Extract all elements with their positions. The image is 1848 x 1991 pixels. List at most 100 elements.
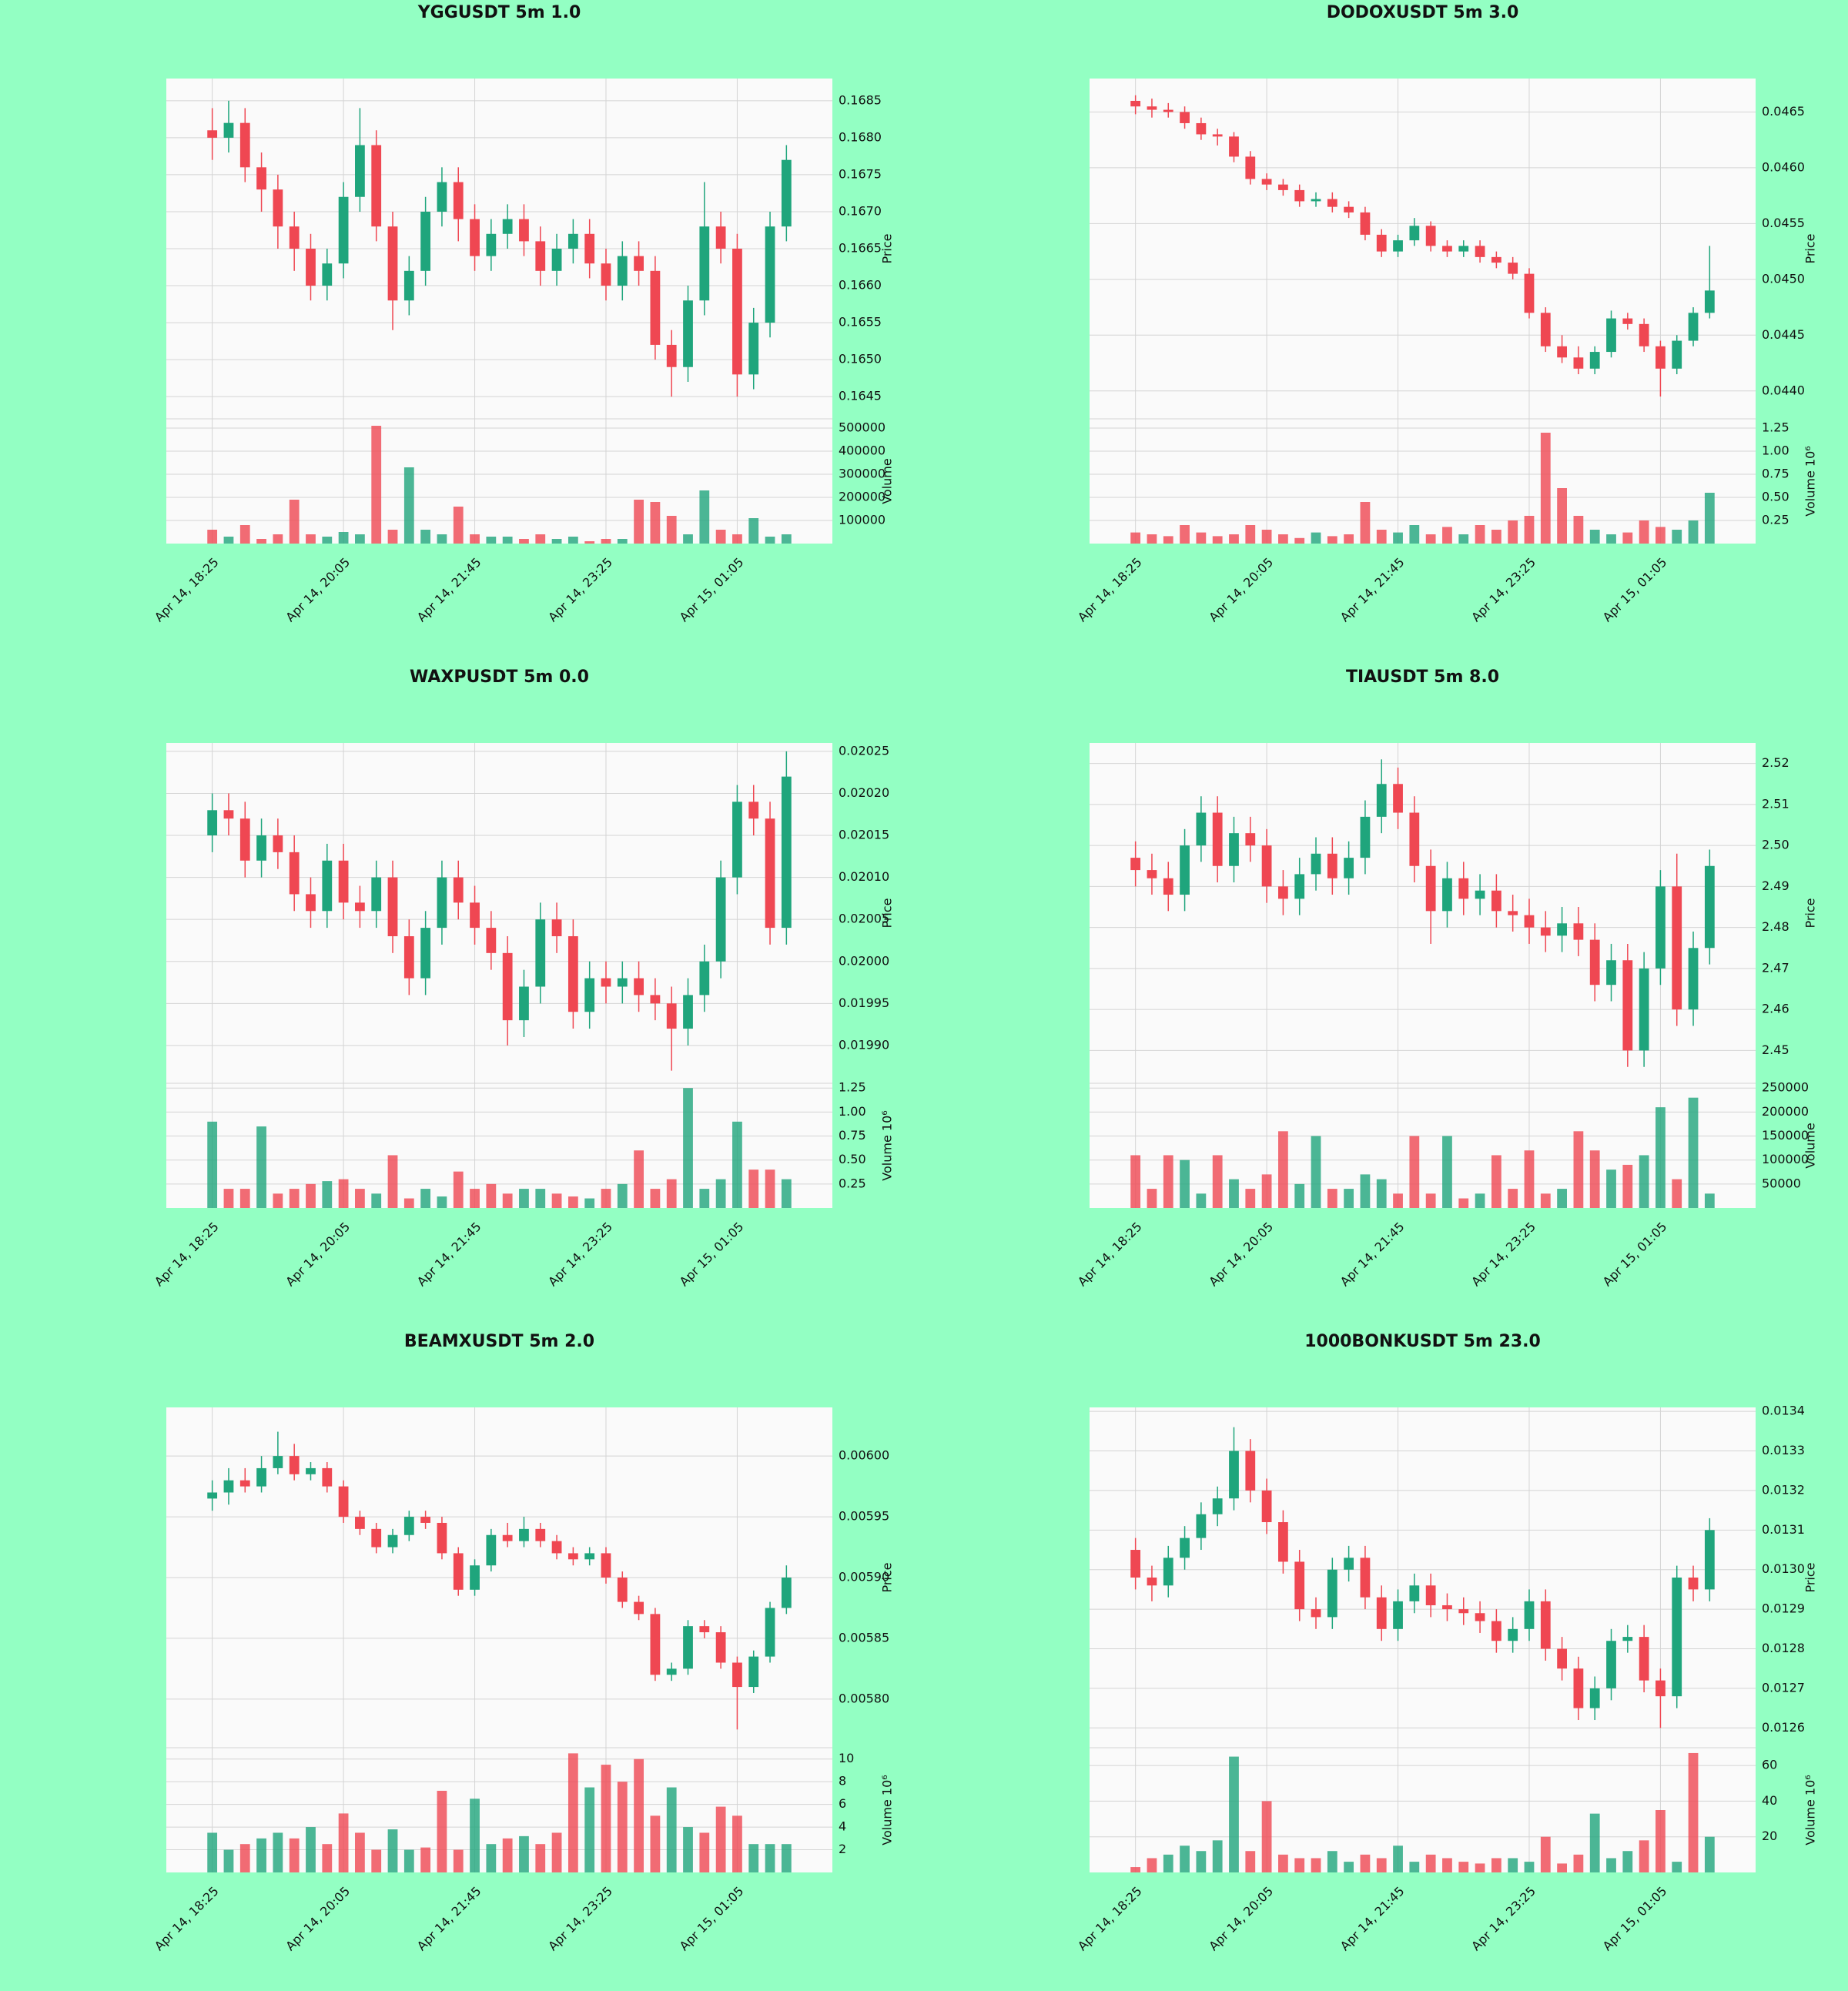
volume-bar (634, 1150, 644, 1208)
candle-body (1409, 1585, 1420, 1601)
candle-body (1589, 1688, 1600, 1708)
volume-bar (1393, 1193, 1403, 1208)
candle-body (765, 1608, 775, 1657)
y-axis-label: Price (1803, 1562, 1818, 1592)
candle-body (1212, 134, 1223, 137)
candle-body (1458, 246, 1469, 252)
candle-body (453, 182, 464, 219)
candle-body (338, 1486, 349, 1518)
plot-area (1090, 1407, 1756, 1872)
volume-bar (1212, 1840, 1223, 1872)
candle-body (1573, 357, 1584, 369)
volume-tick-label: 500000 (839, 420, 886, 435)
volume-bar (486, 1183, 497, 1208)
candle-body (1573, 923, 1584, 940)
candle-body (289, 852, 300, 895)
candle-body (1294, 1561, 1305, 1610)
volume-bar (732, 1121, 742, 1208)
y-tick-label: 0.1665 (839, 241, 882, 256)
volume-bar (1261, 1801, 1272, 1872)
volume-bar (289, 500, 300, 544)
volume-bar (1229, 1756, 1239, 1872)
volume-bar (1147, 534, 1157, 544)
volume-bar (223, 537, 234, 544)
volume-bar (1508, 1858, 1518, 1872)
volume-bar (453, 1171, 464, 1208)
volume-bar (683, 534, 693, 544)
candle-body (1622, 1637, 1633, 1641)
y-tick-label: 0.01990 (839, 1037, 889, 1052)
y-tick-label: 2.47 (1762, 960, 1789, 975)
volume-bar (1393, 1845, 1403, 1872)
candle-body (1656, 886, 1666, 969)
volume-bar (666, 1179, 677, 1208)
candle-body (1508, 911, 1518, 915)
volume-bar (239, 525, 250, 544)
volume-bar (420, 530, 431, 544)
volume-bar (289, 1189, 300, 1208)
volume-bar (683, 1088, 693, 1208)
volume-bar (355, 1189, 365, 1208)
candle-body (519, 986, 529, 1021)
candle-body (551, 1541, 562, 1554)
volume-bar (273, 1832, 283, 1872)
volume-bar (617, 1782, 628, 1872)
volume-tick-label: 20 (1762, 1829, 1777, 1843)
volume-bar (223, 1849, 234, 1872)
volume-bar (1278, 1131, 1288, 1208)
volume-bar (1409, 1136, 1420, 1208)
candle-body (502, 1534, 513, 1541)
volume-bar (1278, 1854, 1288, 1872)
candle-body (1196, 122, 1207, 135)
y-tick-label: 2.52 (1762, 755, 1789, 770)
volume-tick-label: 0.50 (839, 1152, 866, 1166)
volume-bar (403, 1198, 414, 1208)
candle-body (535, 919, 546, 987)
volume-bar (699, 490, 710, 544)
candle-body (1376, 1597, 1387, 1629)
candle-body (650, 1614, 661, 1675)
volume-tick-label: 1.00 (839, 1104, 866, 1119)
candle-body (239, 1480, 250, 1487)
candle-body (519, 1528, 529, 1541)
volume-bar (666, 1787, 677, 1872)
volume-bar (273, 534, 283, 544)
candle-body (1163, 109, 1173, 112)
candle-body (1360, 212, 1371, 235)
y-tick-label: 0.0134 (1762, 1404, 1805, 1418)
y-tick-label: 0.0465 (1762, 104, 1805, 119)
volume-bar (650, 1189, 661, 1208)
volume-bar (617, 1183, 628, 1208)
y-tick-label: 2.50 (1762, 838, 1789, 852)
volume-bar (584, 1787, 595, 1872)
candle-body (584, 1553, 595, 1560)
chart-title: BEAMXUSDT 5m 2.0 (404, 1332, 594, 1351)
candle-body (1261, 179, 1272, 185)
plot-area (1090, 79, 1756, 544)
volume-bar (519, 1835, 529, 1872)
volume-bar (1508, 520, 1518, 544)
volume-tick-label: 8 (839, 1774, 846, 1789)
candle-body (486, 928, 497, 953)
volume-bar (1639, 1840, 1649, 1872)
candle-body (470, 219, 480, 256)
candle-body (1442, 878, 1452, 912)
candle-body (683, 995, 693, 1029)
candle-body (437, 877, 447, 929)
volume-bar (1622, 1164, 1633, 1208)
chart-title: TIAUSDT 5m 8.0 (1346, 668, 1499, 687)
volume-bar (535, 534, 546, 544)
candle-body (1409, 226, 1420, 241)
candle-body (748, 323, 759, 375)
candle-body (748, 801, 759, 819)
candle-body (1229, 833, 1239, 866)
volume-tick-label: 150000 (1762, 1128, 1809, 1143)
candle-body (584, 978, 595, 1012)
y-tick-label: 0.0445 (1762, 327, 1805, 342)
volume-bar (1458, 1862, 1469, 1872)
volume-bar (1475, 1863, 1485, 1872)
volume-bar (1376, 1179, 1387, 1208)
